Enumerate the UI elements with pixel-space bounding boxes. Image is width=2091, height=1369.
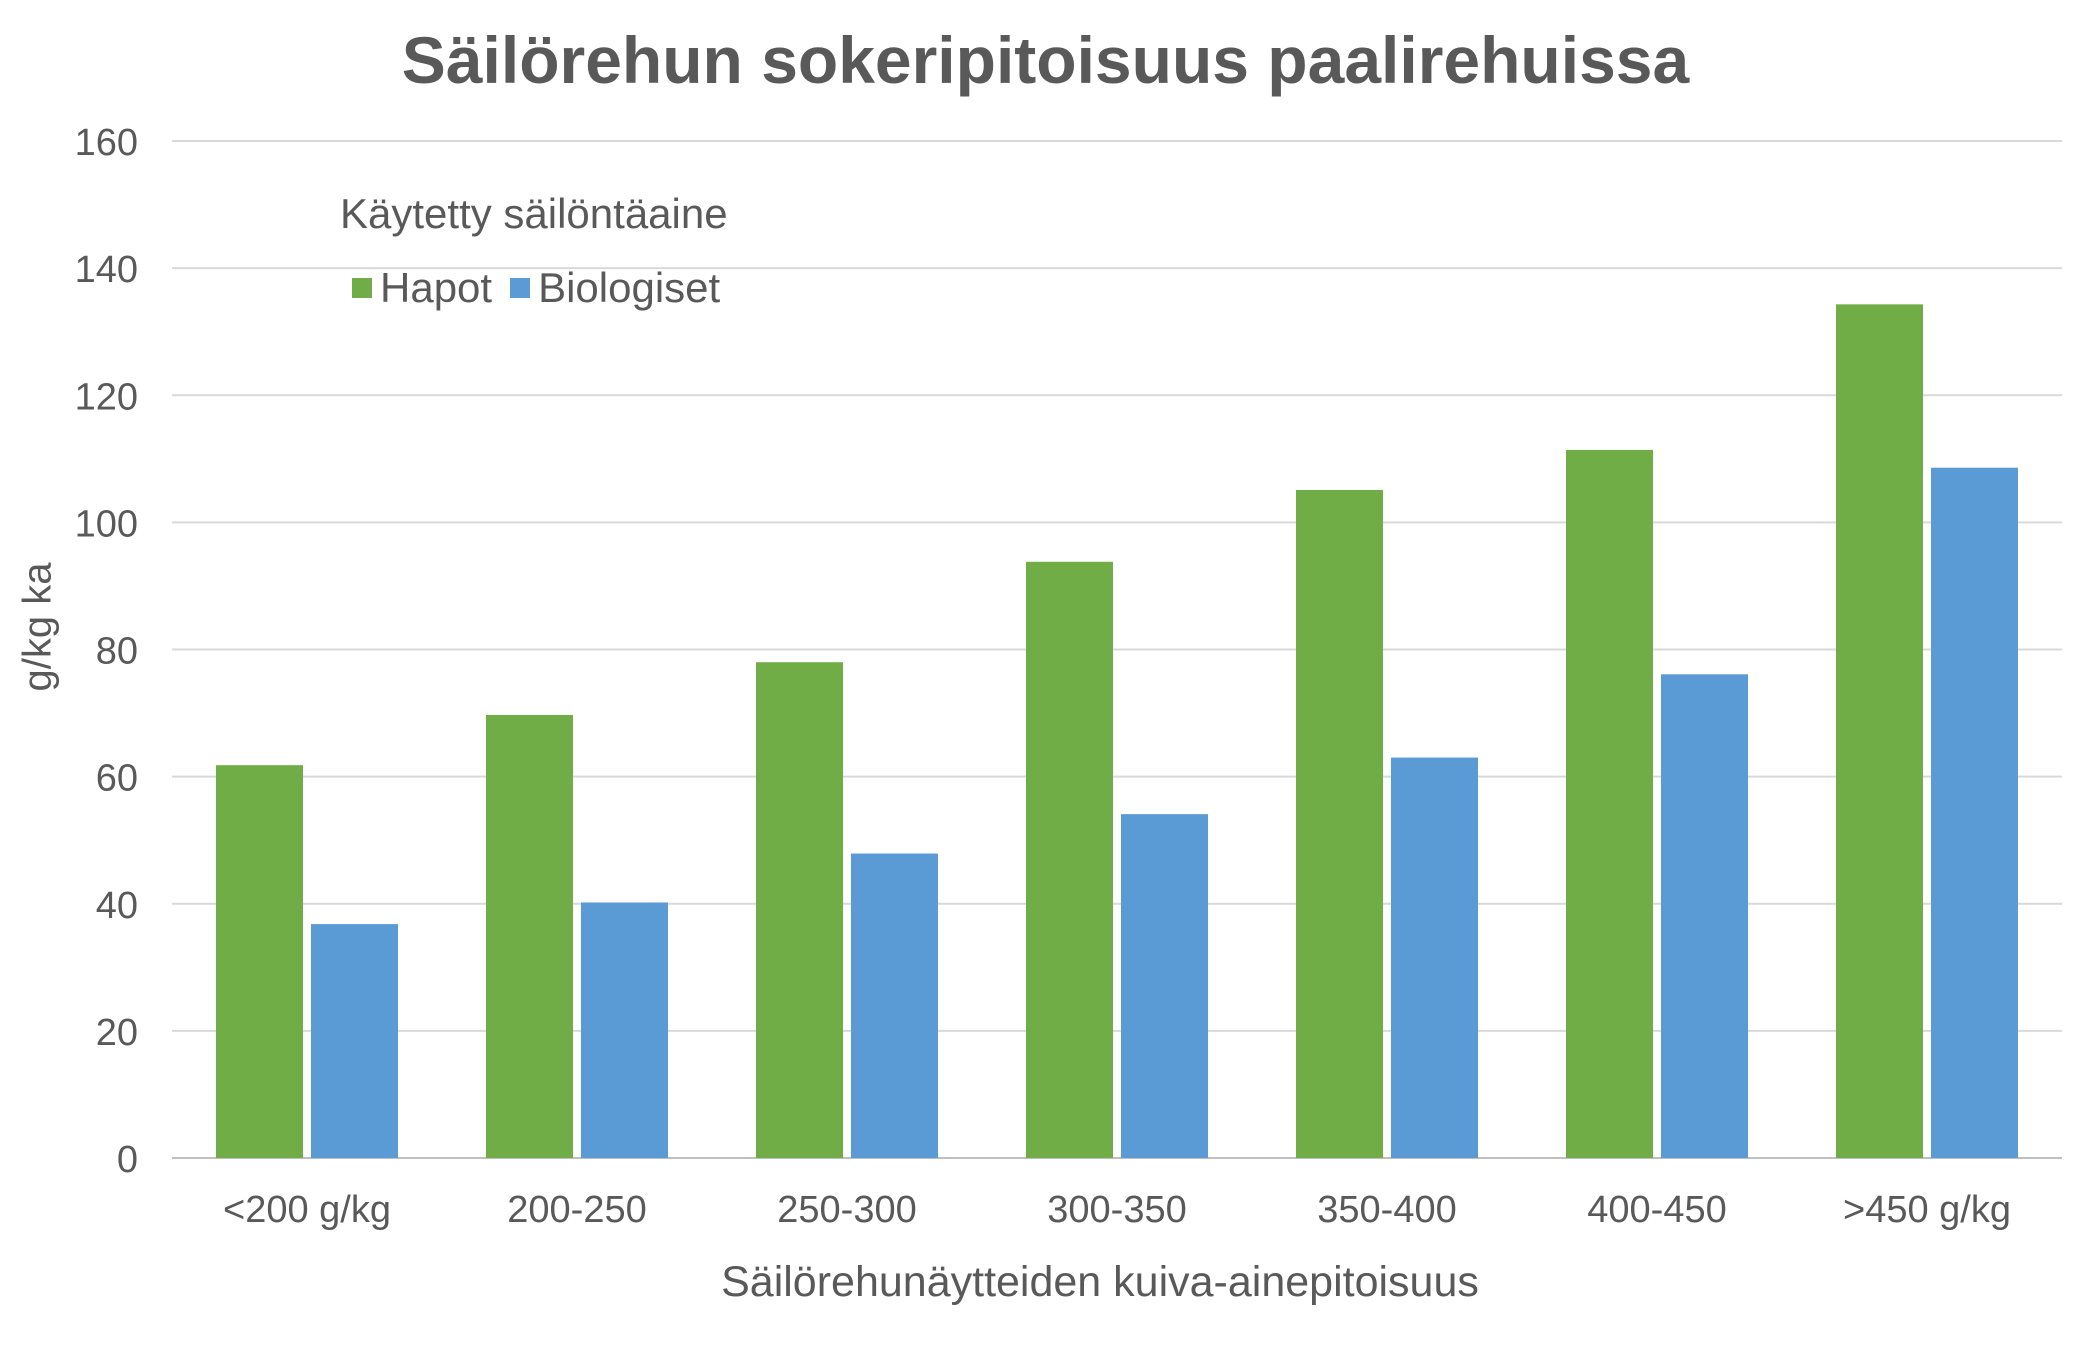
- x-tick-label: 400-450: [1587, 1189, 1726, 1231]
- legend-label-biologiset: Biologiset: [538, 264, 721, 311]
- chart-title: Säilörehun sokeripitoisuus paalirehuissa: [401, 23, 1690, 97]
- bar-biologiset: [851, 853, 938, 1158]
- x-tick-label: 300-350: [1047, 1189, 1186, 1231]
- x-axis-label: Säilörehunäytteiden kuiva-ainepitoisuus: [721, 1258, 1479, 1306]
- bar-biologiset: [581, 902, 668, 1158]
- bar-biologiset: [1931, 467, 2018, 1158]
- bar-hapot: [216, 765, 303, 1158]
- x-tick-label: 350-400: [1317, 1189, 1456, 1231]
- y-tick-label: 80: [96, 631, 138, 673]
- bar-hapot: [1836, 304, 1923, 1159]
- legend: Hapot Biologiset: [352, 264, 738, 312]
- y-tick-label: 40: [96, 885, 138, 927]
- bar-hapot: [1566, 449, 1653, 1158]
- y-tick-label: 160: [75, 122, 138, 164]
- x-tick-label: 200-250: [507, 1189, 646, 1231]
- legend-swatch-biologiset: [510, 278, 531, 298]
- y-tick-label: 140: [75, 249, 138, 291]
- y-tick-label: 0: [117, 1139, 138, 1181]
- bar-hapot: [486, 714, 573, 1158]
- bar-biologiset: [311, 924, 398, 1158]
- legend-title: Käytetty säilöntäaine: [340, 190, 728, 237]
- y-tick-label: 100: [75, 503, 138, 545]
- bar-biologiset: [1121, 814, 1208, 1158]
- y-tick-label: 60: [96, 758, 138, 800]
- bar-hapot: [1296, 489, 1383, 1158]
- bar-hapot: [756, 662, 843, 1158]
- y-tick-label: 20: [96, 1012, 138, 1054]
- x-tick-label: 250-300: [777, 1189, 916, 1231]
- bar-biologiset: [1391, 757, 1478, 1158]
- y-tick-label: 120: [75, 376, 138, 418]
- legend-entry-hapot: Hapot: [352, 264, 492, 312]
- bar-biologiset: [1661, 674, 1748, 1158]
- bar-hapot: [1026, 561, 1113, 1158]
- legend-entry-biologiset: Biologiset: [510, 264, 720, 312]
- x-tick-label: >450 g/kg: [1843, 1189, 2011, 1231]
- legend-swatch-hapot: [352, 278, 372, 298]
- legend-label-hapot: Hapot: [380, 264, 493, 311]
- x-tick-label: <200 g/kg: [223, 1189, 391, 1231]
